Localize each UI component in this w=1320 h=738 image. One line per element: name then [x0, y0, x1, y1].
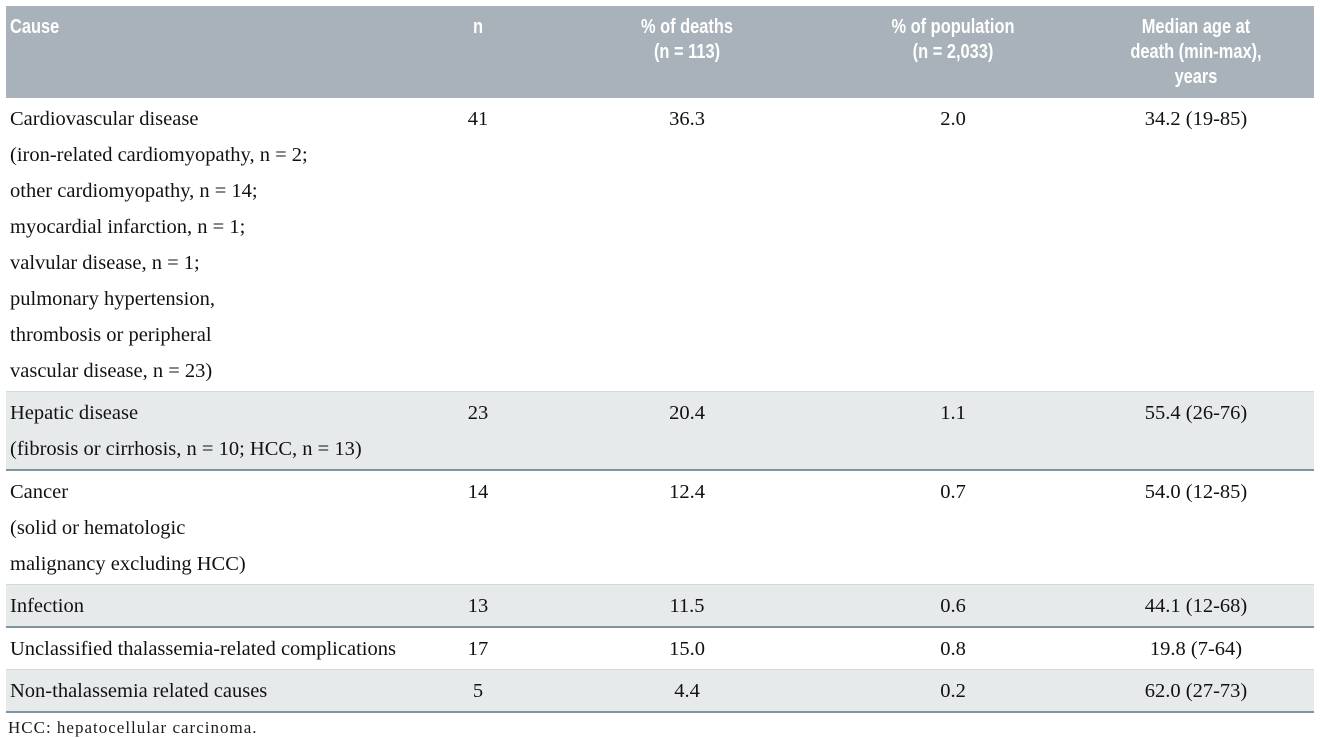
pct-population-cell: 2.0: [828, 98, 1078, 392]
header-line: death (min-max),: [1130, 41, 1262, 63]
cause-cell: Infection: [6, 584, 410, 628]
cause-line: Unclassified thalassemia-related complic…: [10, 638, 396, 660]
table-footnote: HCC: hepatocellular carcinoma.: [8, 718, 258, 737]
table-row: Non-thalassemia related causes 5 4.4 0.2 62.…: [6, 669, 1314, 713]
header-col-pct-population: % of population (n = 2,033): [828, 6, 1078, 98]
table-row: Cancer (solid or hematologic malignancy ex…: [6, 470, 1314, 585]
table-body: Cardiovascular disease (iron-related card…: [6, 98, 1314, 713]
pct-population-cell: 0.7: [828, 470, 1078, 585]
header-line: (n = 2,033): [912, 41, 994, 63]
n-cell: 13: [410, 584, 546, 628]
header-col-n: n: [410, 6, 546, 98]
median-age-cell: 62.0 (27-73): [1078, 669, 1314, 713]
cause-line: (fibrosis or cirrhosis, n = 10; HCC, n =…: [10, 438, 362, 460]
causes-of-death-table: Cause n % of deaths (n = 113) % of populatio…: [6, 6, 1314, 713]
table-row: Unclassified thalassemia-related complic…: [6, 627, 1314, 670]
cause-line: malignancy excluding HCC): [10, 553, 246, 575]
cause-line: Cancer: [10, 481, 69, 503]
cause-cell: Cancer (solid or hematologic malignancy ex…: [6, 470, 410, 585]
header-line: years: [1174, 66, 1218, 88]
median-age-cell: 34.2 (19-85): [1078, 98, 1314, 392]
cause-line: thrombosis or peripheral: [10, 324, 212, 346]
cause-line: Hepatic disease: [10, 402, 139, 424]
pct-deaths-cell: 4.4: [546, 669, 828, 713]
table-row: Hepatic disease (fibrosis or cirrhosis, n…: [6, 391, 1314, 471]
cause-line: pulmonary hypertension,: [10, 288, 215, 310]
n-cell: 41: [410, 98, 546, 392]
header-line: n: [472, 16, 484, 38]
pct-deaths-cell: 20.4: [546, 391, 828, 471]
cause-line: vascular disease, n = 23): [10, 360, 213, 382]
pct-deaths-cell: 11.5: [546, 584, 828, 628]
pct-population-cell: 1.1: [828, 391, 1078, 471]
median-age-cell: 55.4 (26-76): [1078, 391, 1314, 471]
n-cell: 5: [410, 669, 546, 713]
header-line: % of population: [891, 16, 1015, 38]
header-line: Cause: [10, 16, 60, 38]
header-col-pct-deaths: % of deaths (n = 113): [546, 6, 828, 98]
cause-line: (solid or hematologic: [10, 517, 186, 539]
cause-cell: Unclassified thalassemia-related complic…: [6, 627, 410, 670]
median-age-cell: 44.1 (12-68): [1078, 584, 1314, 628]
cause-line: Non-thalassemia related causes: [10, 680, 268, 702]
pct-deaths-cell: 12.4: [546, 470, 828, 585]
table-row: Infection 13 11.5 0.6 44.1 (12-68): [6, 584, 1314, 628]
pct-deaths-cell: 15.0: [546, 627, 828, 670]
table-row: Cardiovascular disease (iron-related card…: [6, 98, 1314, 392]
cause-line: Infection: [10, 595, 84, 617]
pct-population-cell: 0.8: [828, 627, 1078, 670]
cause-line: other cardiomyopathy, n = 14;: [10, 180, 258, 202]
cause-line: (iron-related cardiomyopathy, n = 2;: [10, 144, 308, 166]
n-cell: 14: [410, 470, 546, 585]
n-cell: 23: [410, 391, 546, 471]
table-header-row: Cause n % of deaths (n = 113) % of populatio…: [6, 6, 1314, 98]
median-age-cell: 19.8 (7-64): [1078, 627, 1314, 670]
header-line: % of deaths: [640, 16, 734, 38]
cause-line: myocardial infarction, n = 1;: [10, 216, 246, 238]
header-line: Median age at: [1141, 16, 1251, 38]
pct-population-cell: 0.6: [828, 584, 1078, 628]
pct-deaths-cell: 36.3: [546, 98, 828, 392]
cause-line: Cardiovascular disease: [10, 108, 199, 130]
cause-cell: Cardiovascular disease (iron-related card…: [6, 98, 410, 392]
cause-cell: Hepatic disease (fibrosis or cirrhosis, n…: [6, 391, 410, 471]
table-header: Cause n % of deaths (n = 113) % of populatio…: [6, 6, 1314, 98]
median-age-cell: 54.0 (12-85): [1078, 470, 1314, 585]
n-cell: 17: [410, 627, 546, 670]
pct-population-cell: 0.2: [828, 669, 1078, 713]
cause-cell: Non-thalassemia related causes: [6, 669, 410, 713]
header-line: (n = 113): [653, 41, 721, 63]
header-col-cause: Cause: [6, 6, 410, 98]
header-col-median-age: Median age at death (min-max), years: [1078, 6, 1314, 98]
cause-line: valvular disease, n = 1;: [10, 252, 200, 274]
